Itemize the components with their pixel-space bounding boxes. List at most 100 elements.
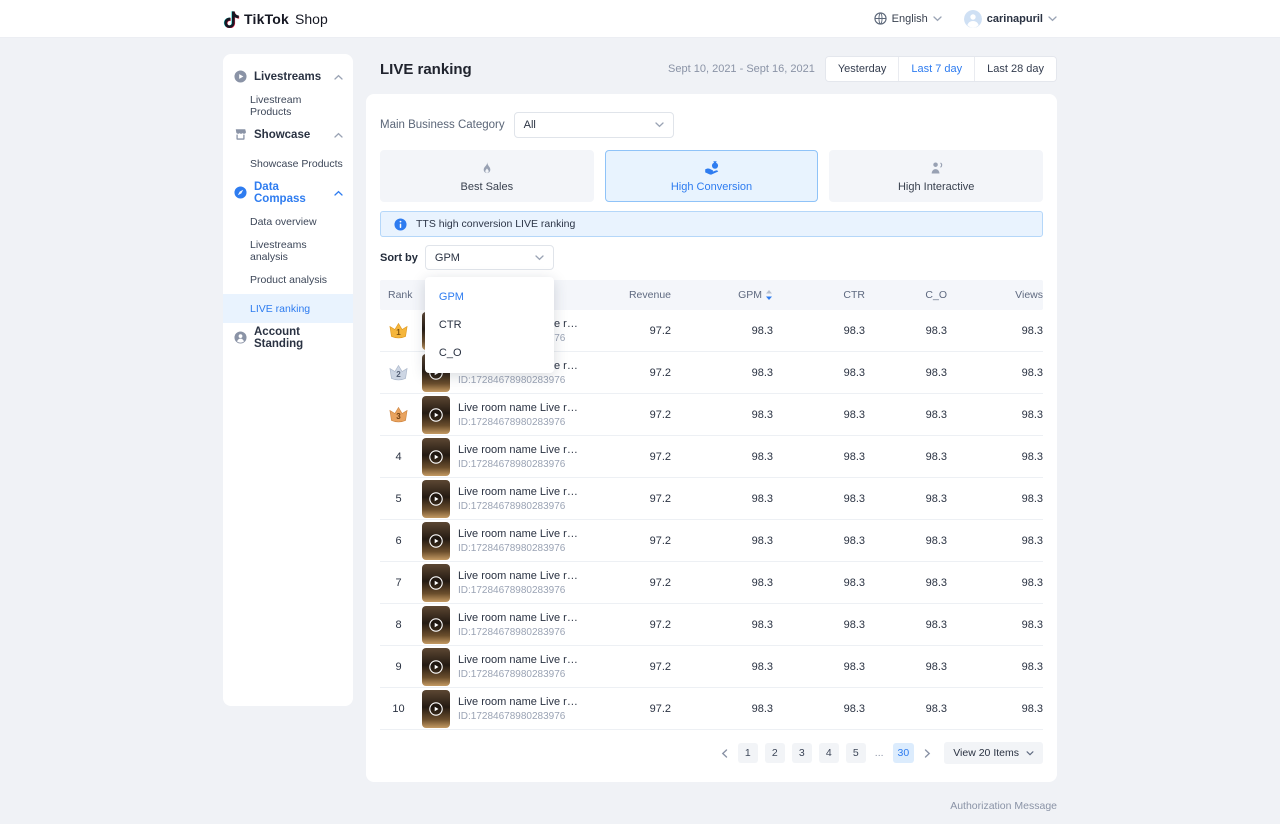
sidebar-item-product-analysis[interactable]: Product analysis xyxy=(223,265,353,294)
live-room-id: ID:17284678980283976 xyxy=(458,710,566,722)
sort-select[interactable]: GPM xyxy=(424,245,554,270)
rank-number: 4 xyxy=(395,450,402,463)
rank-silver-medal-icon: 2 xyxy=(389,364,408,381)
pagination-next-button[interactable] xyxy=(921,747,934,760)
live-room-title[interactable]: Live room name Live room... xyxy=(458,527,583,540)
sidebar-item-data-overview[interactable]: Data overview xyxy=(223,207,353,236)
column-header-gpm[interactable]: GPM xyxy=(671,289,773,301)
tab-label: High Conversion xyxy=(670,180,753,193)
table-row-rank-7[interactable]: 7 Live room name Live room... ID:172846789… xyxy=(380,562,1043,604)
live-room-thumbnail[interactable] xyxy=(422,563,450,602)
sidebar-item-livestream-products[interactable]: Livestream Products xyxy=(223,91,353,120)
ctr-value: 98.3 xyxy=(843,618,865,631)
chevron-up-icon[interactable] xyxy=(334,190,343,196)
ctr-value: 98.3 xyxy=(843,324,865,337)
views-value: 98.3 xyxy=(1021,534,1043,547)
chevron-right-icon xyxy=(924,748,931,758)
language-selector[interactable]: English xyxy=(874,12,942,25)
live-room-thumbnail[interactable] xyxy=(422,689,450,728)
chevron-up-icon[interactable] xyxy=(334,74,343,80)
tiktok-shop-logo[interactable]: TikTok Shop xyxy=(223,10,328,28)
table-row-rank-3[interactable]: 3 Live room name Live room... ID:172846789… xyxy=(380,394,1043,436)
table-row-rank-10[interactable]: 10 Live room name Live room... ID:17284678… xyxy=(380,688,1043,730)
play-icon xyxy=(429,575,443,590)
sidebar-section-label: Showcase xyxy=(254,128,311,141)
gpm-value: 98.3 xyxy=(751,618,773,631)
pagination-page-3[interactable]: 3 xyxy=(791,743,812,763)
live-room-cell: Live room name Live room... ID:1728467898… xyxy=(422,563,583,602)
gpm-value: 98.3 xyxy=(751,576,773,589)
sidebar-item-live-ranking[interactable]: LIVE ranking xyxy=(223,294,353,323)
chevron-down-icon xyxy=(655,122,664,128)
views-value: 98.3 xyxy=(1021,324,1043,337)
live-room-thumbnail[interactable] xyxy=(422,647,450,686)
live-room-title[interactable]: Live room name Live room... xyxy=(458,401,583,414)
sidebar-item-label: Livestreams analysis xyxy=(250,238,307,263)
page-size-select[interactable]: View 20 Items xyxy=(944,742,1043,764)
sort-by-label: Sort by xyxy=(380,251,418,264)
live-room-title[interactable]: Live room name Live room... xyxy=(458,653,583,666)
tab-high-interactive[interactable]: High Interactive xyxy=(829,150,1044,202)
category-filter-label: Main Business Category xyxy=(380,119,505,131)
range-button-yesterday[interactable]: Yesterday xyxy=(825,57,899,81)
sidebar-item-account-standing[interactable]: Account Standing xyxy=(223,323,353,352)
sidebar-item-showcase-products[interactable]: Showcase Products xyxy=(223,149,353,178)
range-button-last-28-day[interactable]: Last 28 day xyxy=(974,57,1056,81)
sidebar-item-label: Product analysis xyxy=(250,273,328,286)
live-room-title[interactable]: Live room name Live room... xyxy=(458,695,583,708)
table-row-rank-5[interactable]: 5 Live room name Live room... ID:172846789… xyxy=(380,478,1043,520)
live-room-thumbnail[interactable] xyxy=(422,605,450,644)
revenue-value: 97.2 xyxy=(649,408,671,421)
chevron-down-icon xyxy=(1026,750,1034,756)
live-room-title[interactable]: Live room name Live room... xyxy=(458,569,583,582)
pagination-page-5[interactable]: 5 xyxy=(845,743,866,763)
table-row-rank-6[interactable]: 6 Live room name Live room... ID:172846789… xyxy=(380,520,1043,562)
rank-cell: 2 xyxy=(380,363,422,382)
ranking-type-tabs: Best Sales High Conversion High Interactiv… xyxy=(380,150,1044,202)
live-room-cell: Live room name Live room... ID:1728467898… xyxy=(422,479,583,518)
tab-high-conversion[interactable]: High Conversion xyxy=(604,150,819,202)
pagination-prev-button[interactable] xyxy=(718,747,731,760)
table-row-rank-4[interactable]: 4 Live room name Live room... ID:172846789… xyxy=(380,436,1043,478)
live-room-title[interactable]: Live room name Live room... xyxy=(458,443,583,456)
svg-text:1: 1 xyxy=(396,328,401,337)
sort-option-c-o[interactable]: C_O xyxy=(438,347,462,359)
showcase-icon xyxy=(234,128,247,141)
sidebar-item-livestreams[interactable]: Livestreams xyxy=(223,62,353,91)
chevron-up-icon[interactable] xyxy=(334,132,343,138)
pagination-page-1[interactable]: 1 xyxy=(737,743,758,763)
c_o-value: 98.3 xyxy=(925,618,947,631)
tab-label: Best Sales xyxy=(460,180,514,193)
gpm-value: 98.3 xyxy=(751,450,773,463)
live-room-thumbnail[interactable] xyxy=(422,437,450,476)
live-room-thumbnail[interactable] xyxy=(422,395,450,434)
page-title: LIVE ranking xyxy=(380,60,472,78)
views-value: 98.3 xyxy=(1021,702,1043,715)
user-menu[interactable]: carinapuril xyxy=(963,9,1057,28)
sidebar-item-data-compass[interactable]: Data Compass xyxy=(223,178,353,207)
live-room-thumbnail[interactable] xyxy=(422,521,450,560)
authorization-message-link[interactable]: Authorization Message xyxy=(950,800,1057,812)
live-room-title[interactable]: Live room name Live room... xyxy=(458,611,583,624)
sort-option-ctr[interactable]: CTR xyxy=(438,319,462,331)
sidebar-item-livestreams-analysis[interactable]: Livestreams analysis xyxy=(223,236,353,265)
sidebar-item-label: Showcase Products xyxy=(250,157,343,170)
column-header-revenue: Revenue xyxy=(628,289,671,301)
pagination-page-2[interactable]: 2 xyxy=(764,743,785,763)
sidebar-item-showcase[interactable]: Showcase xyxy=(223,120,353,149)
revenue-value: 97.2 xyxy=(649,702,671,715)
ctr-value: 98.3 xyxy=(843,660,865,673)
live-room-thumbnail[interactable] xyxy=(422,479,450,518)
pagination-page-30[interactable]: 30 xyxy=(892,743,915,763)
table-row-rank-9[interactable]: 9 Live room name Live room... ID:172846789… xyxy=(380,646,1043,688)
table-row-rank-8[interactable]: 8 Live room name Live room... ID:172846789… xyxy=(380,604,1043,646)
category-select[interactable]: All xyxy=(513,112,674,138)
sort-option-gpm[interactable]: GPM xyxy=(438,291,464,303)
sort-carets-icon[interactable] xyxy=(765,289,773,301)
tab-best-sales[interactable]: Best Sales xyxy=(380,150,594,202)
pagination-page-4[interactable]: 4 xyxy=(818,743,839,763)
revenue-value: 97.2 xyxy=(649,450,671,463)
live-room-title[interactable]: Live room name Live room... xyxy=(458,485,583,498)
range-button-last-7-day[interactable]: Last 7 day xyxy=(898,57,975,81)
sidebar-section-label: Data Compass xyxy=(254,180,306,205)
